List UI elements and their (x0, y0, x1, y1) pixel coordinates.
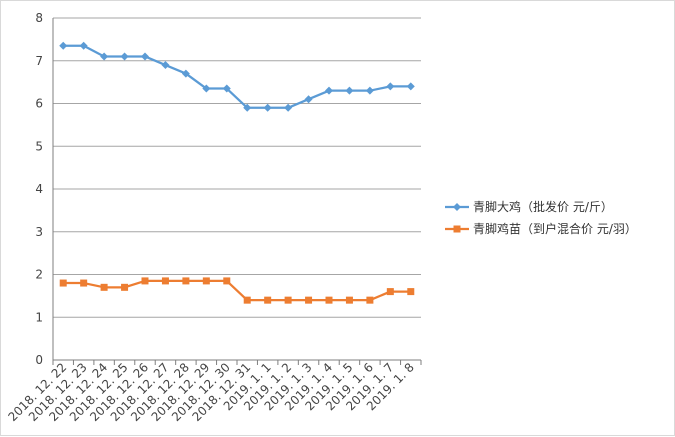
legend-item-1: 青脚大鸡（批发价 元/斤） (445, 199, 613, 214)
y-tick-label: 8 (35, 11, 43, 25)
data-point (325, 296, 333, 304)
legend-label: 青脚大鸡（批发价 元/斤） (473, 199, 613, 214)
data-point (386, 288, 394, 296)
data-point (284, 296, 292, 304)
data-point (182, 277, 190, 285)
y-tick-label: 6 (35, 97, 43, 111)
legend-marker (453, 225, 461, 233)
y-tick-label: 2 (35, 268, 43, 282)
data-point (406, 82, 415, 91)
data-point (345, 86, 354, 95)
data-point (304, 95, 313, 104)
legend: 青脚大鸡（批发价 元/斤） 青脚鸡苗（到户混合价 元/羽） (445, 199, 637, 236)
y-tick-label: 1 (35, 310, 43, 324)
y-tick-label: 3 (35, 225, 43, 239)
data-point (141, 52, 149, 61)
data-point (366, 296, 374, 304)
data-point (223, 277, 231, 285)
data-point (100, 52, 109, 61)
data-point (407, 288, 415, 296)
data-point (100, 283, 108, 291)
series-line (63, 44, 411, 109)
axes (52, 18, 422, 365)
data-point (202, 277, 210, 285)
y-tick-label: 5 (35, 139, 43, 153)
gridlines (53, 17, 421, 318)
legend-label: 青脚鸡苗（到户混合价 元/羽） (473, 221, 637, 236)
data-point (263, 103, 272, 112)
data-point (243, 296, 251, 304)
data-point (325, 86, 333, 95)
y-tick-label: 0 (35, 353, 43, 367)
data-point (345, 296, 353, 304)
data-point (305, 296, 313, 304)
data-point (243, 103, 252, 112)
data-point (120, 52, 129, 61)
series-1 (59, 41, 415, 112)
data-point (59, 41, 68, 50)
data-point (59, 279, 67, 287)
data-point (141, 277, 149, 285)
data-point (365, 86, 374, 95)
series-line (63, 279, 411, 302)
data-point (202, 84, 211, 93)
data-point (80, 279, 88, 287)
data-point (121, 283, 129, 291)
y-axis-tick-labels: 0 1 2 3 4 5 6 7 8 (35, 11, 43, 367)
series-layer (59, 41, 415, 304)
data-point (284, 103, 293, 112)
data-point (181, 69, 190, 78)
data-point (222, 84, 231, 93)
data-point (386, 82, 395, 91)
data-point (264, 296, 272, 304)
legend-item-2: 青脚鸡苗（到户混合价 元/羽） (445, 221, 637, 236)
data-point (161, 61, 170, 70)
data-point (79, 41, 88, 50)
series-2 (59, 277, 415, 304)
data-point (161, 277, 169, 285)
y-tick-label: 7 (35, 54, 43, 68)
y-tick-label: 4 (35, 182, 43, 196)
legend-marker (453, 203, 461, 211)
